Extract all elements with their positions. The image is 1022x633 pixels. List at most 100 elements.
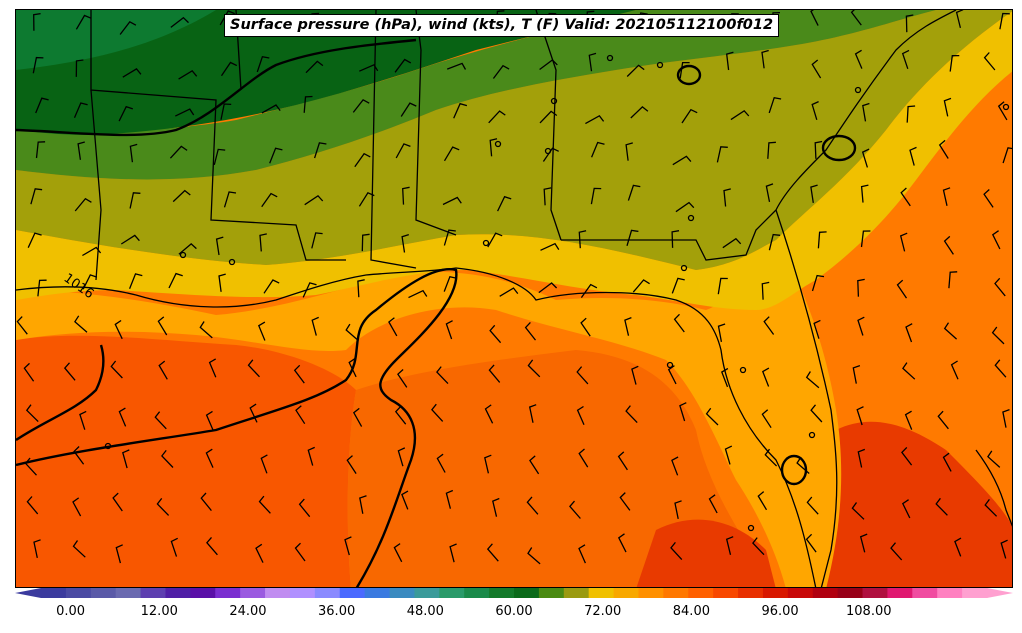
wind-barb — [723, 188, 731, 207]
wind-barb — [218, 273, 226, 292]
wind-barb — [761, 281, 770, 300]
wind-barb — [860, 184, 869, 203]
wind-barb — [27, 232, 42, 248]
colorbar-segment — [588, 588, 615, 598]
wind-barb — [854, 49, 863, 69]
wind-barb — [627, 184, 641, 201]
colorbar-segment — [563, 588, 590, 598]
wind-barb — [528, 404, 537, 423]
wind-barb — [626, 64, 645, 77]
wind-barb — [119, 20, 137, 35]
wind-barb — [527, 359, 541, 378]
wind-barb — [408, 289, 428, 299]
wind-barb — [269, 147, 283, 164]
wind-barb — [857, 316, 865, 336]
wind-barb — [486, 543, 499, 562]
wind-barb — [449, 543, 457, 563]
wind-barb — [402, 186, 410, 205]
wind-barb — [902, 362, 916, 380]
wind-barb — [987, 450, 1001, 468]
wind-barb — [901, 49, 910, 70]
wind-barb — [249, 403, 258, 423]
wind-barb — [484, 454, 492, 474]
wind-barb — [813, 319, 821, 339]
colorbar-segment — [165, 588, 191, 598]
colorbar-tick-label: 12.00 — [140, 604, 178, 619]
wind-barb — [73, 102, 88, 118]
wind-barb — [937, 410, 949, 430]
wind-barb — [942, 452, 952, 472]
wind-barb — [258, 495, 271, 514]
wind-barb — [74, 315, 88, 333]
wind-barb — [705, 407, 719, 426]
wind-barb — [539, 110, 558, 124]
wind-barb — [856, 406, 864, 426]
wind-barb — [175, 108, 195, 117]
wind-barb — [585, 114, 605, 125]
wind-barb — [436, 453, 446, 473]
wind-barb — [352, 98, 370, 113]
temperature-colorbar — [15, 588, 1013, 598]
wind-barb — [255, 543, 264, 563]
wind-barb — [261, 192, 278, 208]
wind-barb — [949, 54, 960, 72]
wind-barb — [400, 102, 417, 117]
wind-barb — [617, 451, 628, 471]
wind-barb — [671, 230, 680, 248]
wind-barb — [443, 275, 457, 292]
wind-barb — [580, 283, 598, 298]
wind-barb — [169, 145, 188, 159]
colorbar-tick-label: 24.00 — [229, 604, 267, 619]
wind-barb — [862, 102, 870, 122]
colorbar-segment — [613, 588, 639, 598]
wind-barb — [999, 12, 1010, 30]
wind-barb — [954, 537, 962, 557]
wind-barb — [909, 146, 917, 166]
wind-barb — [388, 317, 398, 337]
wind-barb — [578, 230, 587, 249]
wind-barb — [527, 547, 541, 565]
wind-barb — [442, 196, 462, 206]
wind-barb — [393, 543, 403, 563]
wind-barb — [994, 359, 1007, 378]
wind-barb — [524, 321, 537, 341]
colorbar-segment — [962, 588, 988, 598]
wind-barb — [313, 142, 327, 159]
wind-barb — [223, 191, 237, 208]
wind-barb — [724, 445, 733, 465]
wind-barb — [983, 189, 994, 208]
colorbar-segment — [738, 588, 764, 598]
wind-barb — [401, 233, 409, 253]
wind-barb — [261, 104, 281, 114]
wind-barb — [37, 279, 47, 297]
wind-barb — [247, 359, 260, 378]
wind-barb — [259, 233, 267, 252]
colorbar-tick-label: 72.00 — [584, 604, 622, 619]
wind-barb — [674, 500, 682, 520]
colorbar-segment — [837, 588, 864, 598]
wind-barb — [578, 544, 586, 564]
wind-barb — [670, 541, 683, 561]
wind-barb — [23, 362, 35, 382]
wind-barb — [675, 201, 695, 213]
wind-barb — [122, 68, 142, 78]
wind-barb — [542, 147, 559, 162]
wind-barb — [529, 455, 540, 475]
wind-barb — [805, 371, 820, 389]
wind-barb — [178, 243, 197, 255]
wind-barb — [543, 187, 552, 206]
wind-barb — [311, 316, 319, 336]
wind-barb — [725, 536, 734, 555]
wind-barb — [492, 497, 500, 517]
wind-barb — [860, 230, 871, 248]
wind-barb — [358, 191, 375, 207]
wind-barb — [77, 141, 85, 160]
wind-barb — [667, 365, 677, 385]
wind-barb — [443, 229, 456, 246]
wind-barb — [446, 62, 467, 70]
colorbar-segment — [41, 588, 67, 598]
wind-barb — [35, 97, 49, 114]
wind-barb — [484, 404, 494, 424]
wind-barb — [26, 496, 39, 515]
wind-barb — [632, 279, 650, 293]
